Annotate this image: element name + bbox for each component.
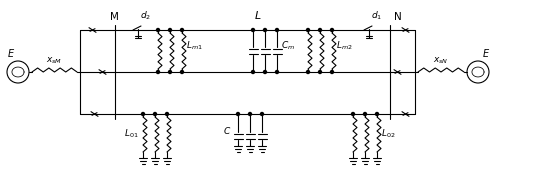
Circle shape: [249, 113, 251, 116]
Circle shape: [142, 113, 144, 116]
Circle shape: [364, 113, 366, 116]
Circle shape: [330, 28, 334, 31]
Circle shape: [166, 113, 168, 116]
Circle shape: [352, 113, 354, 116]
Circle shape: [276, 70, 278, 74]
Circle shape: [263, 70, 267, 74]
Circle shape: [168, 70, 172, 74]
Text: M: M: [110, 12, 118, 22]
Circle shape: [237, 113, 239, 116]
Circle shape: [251, 28, 255, 31]
Circle shape: [156, 70, 160, 74]
Circle shape: [261, 113, 263, 116]
Circle shape: [306, 70, 310, 74]
Circle shape: [306, 28, 310, 31]
Text: $L_{m2}$: $L_{m2}$: [336, 40, 353, 52]
Text: $C$: $C$: [223, 125, 231, 136]
Text: $x_{sM}$: $x_{sM}$: [46, 56, 63, 66]
Text: $C_m$: $C_m$: [281, 40, 295, 52]
Text: $L_{02}$: $L_{02}$: [381, 127, 396, 140]
Text: E: E: [483, 49, 489, 59]
Circle shape: [168, 28, 172, 31]
Circle shape: [180, 70, 184, 74]
Text: $x_{sN}$: $x_{sN}$: [433, 56, 449, 66]
Circle shape: [156, 28, 160, 31]
Circle shape: [318, 70, 322, 74]
Circle shape: [318, 28, 322, 31]
Text: E: E: [8, 49, 14, 59]
Circle shape: [251, 70, 255, 74]
Circle shape: [276, 28, 278, 31]
Text: N: N: [394, 12, 402, 22]
Circle shape: [330, 70, 334, 74]
Text: $d_1$: $d_1$: [371, 9, 382, 22]
Circle shape: [154, 113, 156, 116]
Text: $d_2$: $d_2$: [140, 9, 151, 22]
Circle shape: [180, 28, 184, 31]
Circle shape: [263, 28, 267, 31]
Text: $L_{m1}$: $L_{m1}$: [186, 40, 203, 52]
Circle shape: [376, 113, 378, 116]
Text: $L_{01}$: $L_{01}$: [124, 127, 139, 140]
Text: L: L: [255, 11, 261, 21]
